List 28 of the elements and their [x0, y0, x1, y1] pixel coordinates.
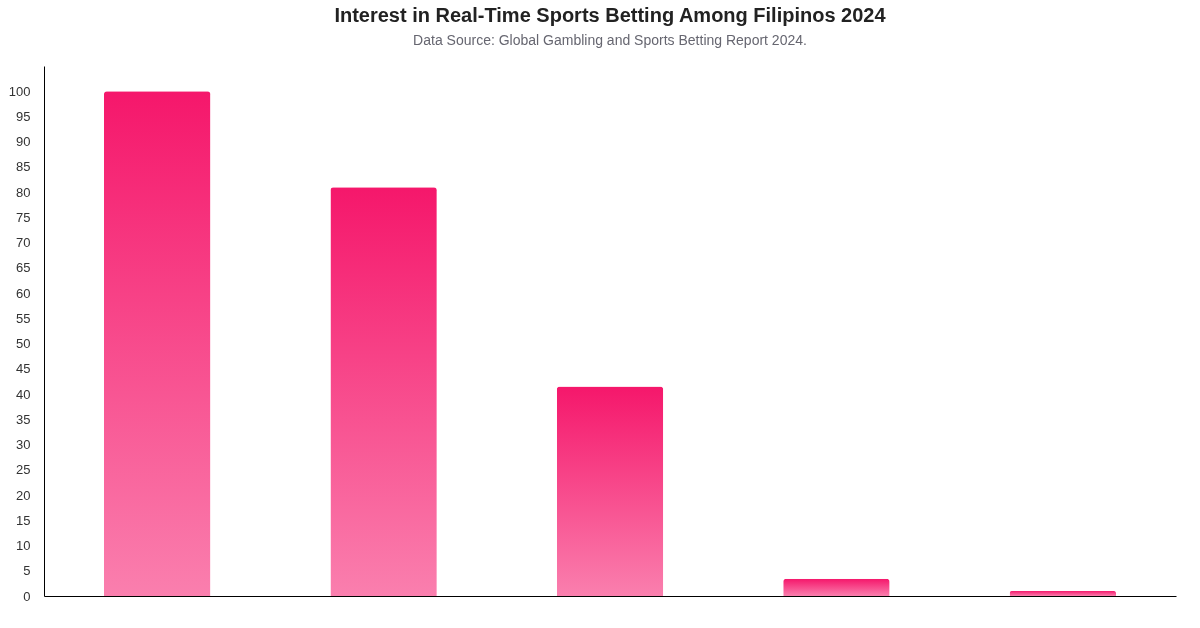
y-tick-label: 50 — [16, 336, 31, 352]
bar — [1009, 590, 1116, 596]
y-tick-label: 80 — [16, 184, 31, 200]
chart-title: Interest in Real-Time Sports Betting Among Filipinos 2024 — [334, 4, 887, 26]
bar — [330, 187, 437, 596]
y-tick-label: 75 — [16, 209, 31, 225]
y-tick-label: 45 — [16, 361, 31, 377]
y-tick-label: 90 — [16, 134, 31, 150]
y-tick-label: 40 — [16, 386, 31, 402]
y-tick-label: 60 — [16, 285, 31, 301]
y-tick-label: 5 — [23, 563, 31, 579]
y-tick-label: 25 — [16, 462, 31, 478]
bar — [556, 386, 664, 596]
bar — [104, 91, 211, 596]
y-tick-label: 100 — [8, 83, 31, 99]
chart-subtitle: Data Source: Global Gambling and Sports Betting Report 2024. — [413, 32, 807, 48]
y-tick-label: 65 — [16, 260, 31, 276]
y-tick-label: 20 — [16, 487, 31, 503]
bar — [783, 578, 890, 596]
y-tick-label: 0 — [23, 588, 31, 604]
y-tick-label: 35 — [16, 411, 31, 427]
y-tick-label: 30 — [16, 437, 31, 453]
y-tick-label: 95 — [16, 108, 31, 124]
y-tick-label: 70 — [16, 235, 31, 251]
y-tick-label: 55 — [16, 310, 31, 326]
y-tick-label: 10 — [16, 538, 31, 554]
y-tick-label: 15 — [16, 512, 31, 528]
y-tick-label: 85 — [16, 159, 31, 175]
